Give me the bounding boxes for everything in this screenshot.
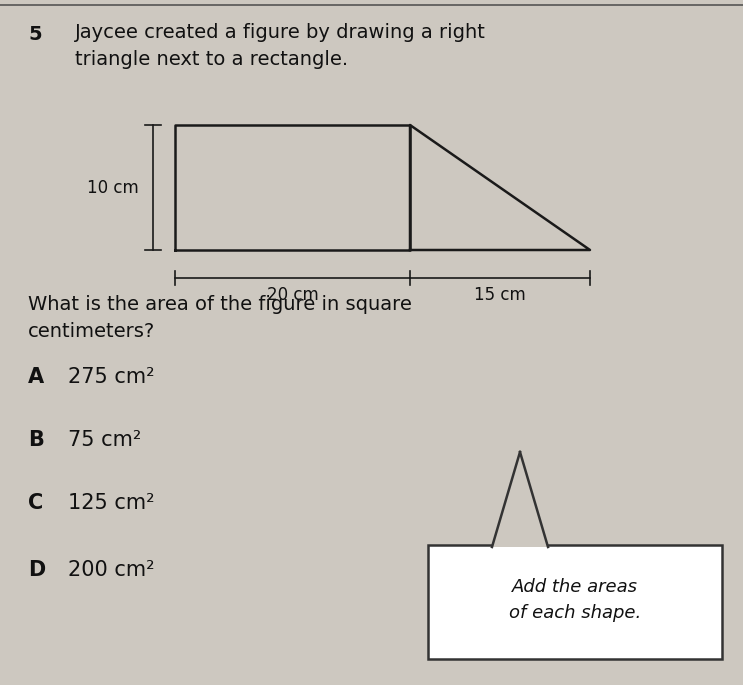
Text: 15 cm: 15 cm (474, 286, 526, 304)
Polygon shape (492, 452, 548, 547)
Text: D: D (28, 560, 45, 580)
Text: B: B (28, 430, 44, 450)
Text: 75 cm²: 75 cm² (68, 430, 141, 450)
Text: 20 cm: 20 cm (267, 286, 318, 304)
Text: 10 cm: 10 cm (87, 179, 139, 197)
Text: Add the areas
of each shape.: Add the areas of each shape. (509, 578, 641, 622)
Text: 275 cm²: 275 cm² (68, 367, 155, 387)
Text: 5: 5 (28, 25, 42, 44)
Text: 125 cm²: 125 cm² (68, 493, 155, 513)
Text: A: A (28, 367, 44, 387)
Text: What is the area of the figure in square
centimeters?: What is the area of the figure in square… (28, 295, 412, 340)
FancyBboxPatch shape (428, 545, 722, 659)
Text: C: C (28, 493, 43, 513)
Text: Jaycee created a figure by drawing a right
triangle next to a rectangle.: Jaycee created a figure by drawing a rig… (75, 23, 486, 68)
Text: 200 cm²: 200 cm² (68, 560, 155, 580)
